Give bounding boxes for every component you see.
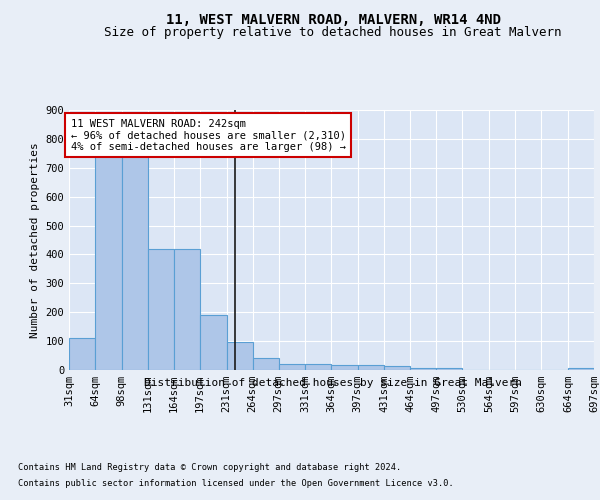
Y-axis label: Number of detached properties: Number of detached properties (30, 142, 40, 338)
Text: 11 WEST MALVERN ROAD: 242sqm
← 96% of detached houses are smaller (2,310)
4% of : 11 WEST MALVERN ROAD: 242sqm ← 96% of de… (71, 118, 346, 152)
Bar (305, 364, 331, 370)
Bar (148, 248, 174, 370)
Bar (253, 358, 278, 370)
Bar (95, 154, 122, 370)
Text: Contains HM Land Registry data © Crown copyright and database right 2024.: Contains HM Land Registry data © Crown c… (18, 464, 401, 472)
Text: Contains public sector information licensed under the Open Government Licence v3: Contains public sector information licen… (18, 478, 454, 488)
Bar (174, 248, 200, 370)
Text: 11, WEST MALVERN ROAD, MALVERN, WR14 4ND: 11, WEST MALVERN ROAD, MALVERN, WR14 4ND (166, 12, 500, 26)
Text: Distribution of detached houses by size in Great Malvern: Distribution of detached houses by size … (144, 378, 522, 388)
Bar (278, 364, 305, 370)
Bar (69, 338, 95, 370)
Bar (122, 153, 148, 370)
Bar (436, 368, 463, 370)
Bar (200, 315, 227, 370)
Bar (410, 368, 436, 370)
Bar (227, 342, 253, 370)
Bar (568, 368, 594, 370)
Text: Size of property relative to detached houses in Great Malvern: Size of property relative to detached ho… (104, 26, 562, 39)
Bar (358, 366, 385, 370)
Bar (331, 366, 358, 370)
Bar (385, 366, 410, 370)
